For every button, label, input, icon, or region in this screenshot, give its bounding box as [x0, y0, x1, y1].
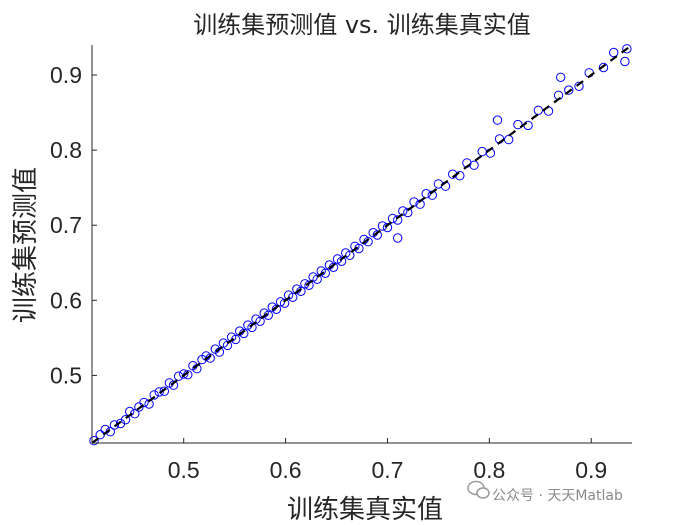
y-tick-label: 0.6: [50, 287, 82, 313]
data-point: [513, 119, 523, 130]
data-point: [403, 207, 413, 218]
data-point: [222, 340, 233, 351]
data-point: [609, 47, 619, 58]
data-point: [109, 420, 120, 430]
y-tick-label: 0.5: [50, 362, 82, 388]
data-point: [556, 72, 566, 83]
data-point: [492, 115, 503, 125]
watermark: 公众号 · 天天Matlab: [467, 480, 623, 504]
data-point: [387, 213, 398, 224]
data-point: [312, 274, 322, 284]
data-point: [304, 280, 314, 290]
data-point: [255, 316, 265, 326]
x-tick-label: 0.9: [575, 457, 607, 483]
data-point: [336, 256, 347, 266]
x-tick-label: 0.7: [371, 457, 403, 483]
y-axis-ticks: 0.5 0.6 0.7 0.8 0.9: [50, 62, 97, 388]
y-tick-label: 0.9: [50, 62, 82, 88]
data-point: [159, 386, 170, 396]
watermark-text: 公众号 · 天天Matlab: [492, 488, 623, 504]
data-point: [154, 387, 164, 397]
data-point: [393, 233, 403, 243]
x-tick-label: 0.6: [270, 457, 302, 483]
data-point: [139, 397, 149, 408]
data-point: [622, 44, 632, 54]
data-point: [477, 146, 487, 157]
data-point: [372, 230, 382, 240]
data-point: [598, 62, 609, 73]
chart-title: 训练集预测值 vs. 训练集真实值: [193, 11, 531, 39]
data-point: [469, 160, 479, 170]
data-point: [247, 322, 257, 333]
data-point: [421, 189, 431, 199]
data-point: [89, 436, 99, 446]
data-point: [504, 134, 514, 145]
data-point: [533, 105, 543, 116]
data-point: [564, 85, 574, 95]
data-point: [279, 298, 290, 308]
x-tick-label: 0.8: [473, 457, 505, 483]
data-point: [382, 222, 393, 233]
data-point: [120, 415, 131, 425]
data-point: [393, 215, 403, 225]
data-point: [168, 380, 179, 390]
x-tick-label: 0.5: [168, 457, 200, 483]
data-point: [179, 369, 189, 379]
plot-area: [89, 44, 633, 446]
reference-line: [91, 44, 633, 444]
data-point: [574, 81, 584, 92]
data-point: [149, 390, 159, 400]
data-point: [95, 430, 105, 440]
data-point: [398, 206, 408, 216]
y-tick-label: 0.7: [50, 212, 82, 238]
y-tick-label: 0.8: [50, 137, 82, 163]
x-axis-ticks: 0.5 0.6 0.7 0.8 0.9: [168, 438, 607, 483]
x-axis-label: 训练集真实值: [287, 495, 443, 525]
y-axis-label: 训练集预测值: [11, 167, 41, 323]
wechat-icon: [467, 480, 490, 499]
data-point: [173, 371, 184, 381]
data-point: [620, 56, 630, 67]
